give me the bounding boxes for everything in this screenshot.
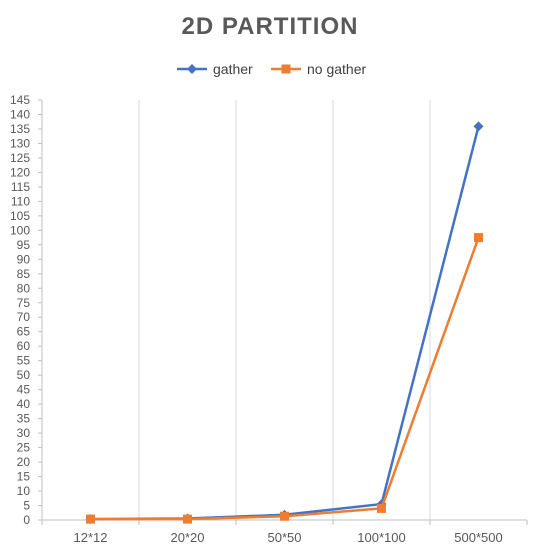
y-tick-label: 55	[17, 354, 31, 368]
data-point	[377, 503, 386, 513]
legend-label: gather	[213, 61, 253, 77]
data-point	[474, 233, 483, 243]
y-tick-label: 75	[17, 296, 31, 310]
legend-label: no gather	[307, 61, 366, 77]
y-tick-label: 10	[17, 484, 31, 498]
legend-item: no gather	[271, 61, 366, 77]
x-tick-label: 100*100	[357, 530, 405, 545]
y-tick-label: 130	[10, 136, 30, 150]
x-tick-label: 50*50	[268, 530, 302, 545]
y-tick-label: 95	[17, 238, 31, 252]
x-tick-label: 500*500	[454, 530, 502, 545]
legend-item: gather	[177, 61, 253, 77]
y-tick-label: 40	[17, 397, 31, 411]
y-tick-label: 65	[17, 325, 31, 339]
legend: gather no gather	[177, 61, 366, 77]
y-tick-label: 70	[17, 310, 31, 324]
x-tick-label: 12*12	[74, 530, 108, 545]
y-tick-label: 25	[17, 441, 31, 455]
y-tick-label: 120	[10, 165, 30, 179]
y-tick-label: 35	[17, 412, 31, 426]
y-tick-label: 20	[17, 455, 31, 469]
series-line	[90, 237, 480, 521]
data-point	[86, 514, 95, 524]
data-point	[281, 64, 291, 74]
data-point	[280, 511, 289, 521]
chart-title: 2D PARTITION	[182, 13, 359, 40]
y-tick-label: 90	[17, 252, 31, 266]
y-tick-label: 60	[17, 339, 31, 353]
y-tick-label: 115	[11, 180, 30, 194]
data-point	[187, 64, 197, 74]
y-tick-label: 110	[11, 194, 30, 208]
y-tick-label: 5	[23, 499, 30, 513]
y-tick-label: 135	[10, 122, 30, 136]
y-tick-label: 50	[17, 368, 31, 382]
y-tick-label: 0	[23, 513, 30, 527]
y-tick-label: 125	[10, 151, 30, 165]
series-gather	[85, 121, 484, 525]
y-tick-label: 100	[10, 223, 30, 237]
y-tick-label: 105	[10, 209, 30, 223]
data-point	[183, 514, 192, 524]
y-tick-label: 85	[17, 267, 31, 281]
series-line	[90, 126, 480, 521]
y-tick-label: 80	[17, 281, 31, 295]
series-no-gather	[86, 233, 483, 524]
grid-layer	[138, 100, 431, 520]
data-point	[473, 121, 484, 132]
series-layer	[85, 121, 484, 525]
x-tick-label: 20*20	[171, 530, 205, 545]
y-tick-label: 30	[17, 426, 31, 440]
y-tick-label: 140	[10, 107, 30, 121]
y-tick-label: 145	[10, 93, 30, 107]
y-tick-label: 45	[17, 383, 31, 397]
y-tick-label: 15	[17, 470, 31, 484]
